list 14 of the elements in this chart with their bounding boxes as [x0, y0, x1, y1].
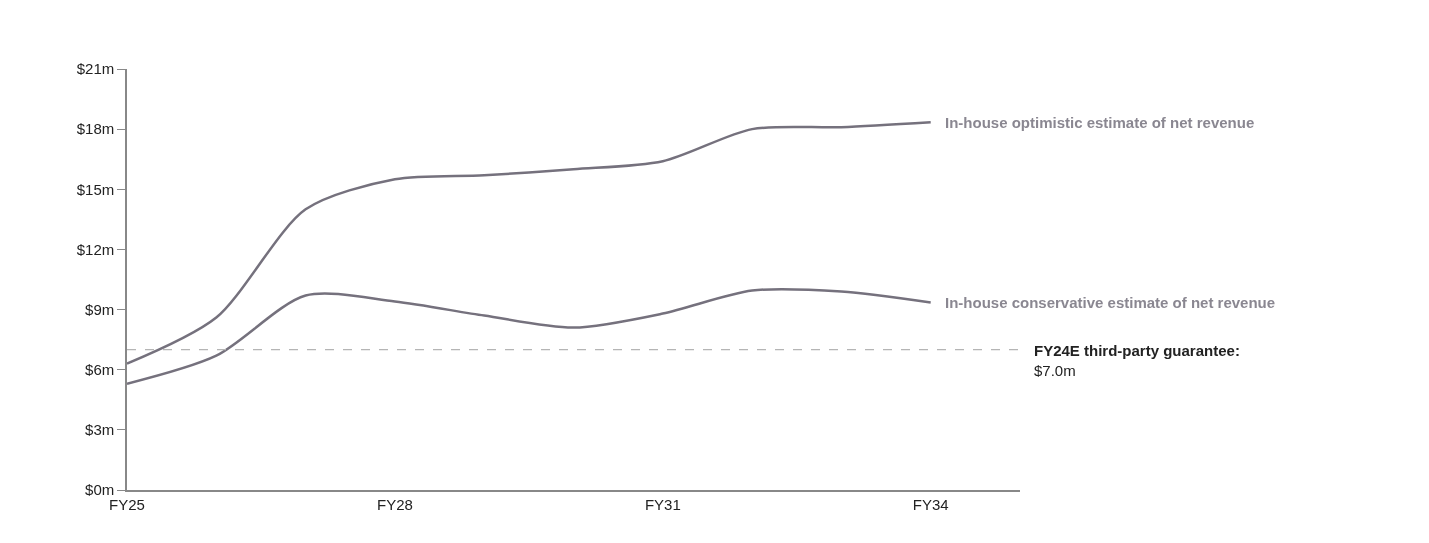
- ref-line-label: FY24E third-party guarantee: $7.0m: [1034, 342, 1240, 379]
- y-tick-label: $15m: [76, 180, 115, 198]
- y-tick-label: $21m: [76, 60, 115, 78]
- y-tick-label: $3m: [85, 421, 115, 439]
- x-tick-label: FY34: [912, 495, 949, 513]
- y-tick-label: $6m: [85, 360, 115, 378]
- series-label: In-house conservative estimate of net revenue: [945, 294, 1276, 311]
- y-tick-label: $9m: [85, 300, 115, 318]
- y-tick-label: $12m: [76, 240, 115, 258]
- x-tick-label: FY31: [644, 495, 681, 513]
- line-series: [127, 120, 932, 365]
- x-tick-label: FY28: [376, 495, 413, 513]
- series-label: In-house optimistic estimate of net revenue: [945, 114, 1255, 131]
- y-tick-label: $18m: [76, 120, 115, 138]
